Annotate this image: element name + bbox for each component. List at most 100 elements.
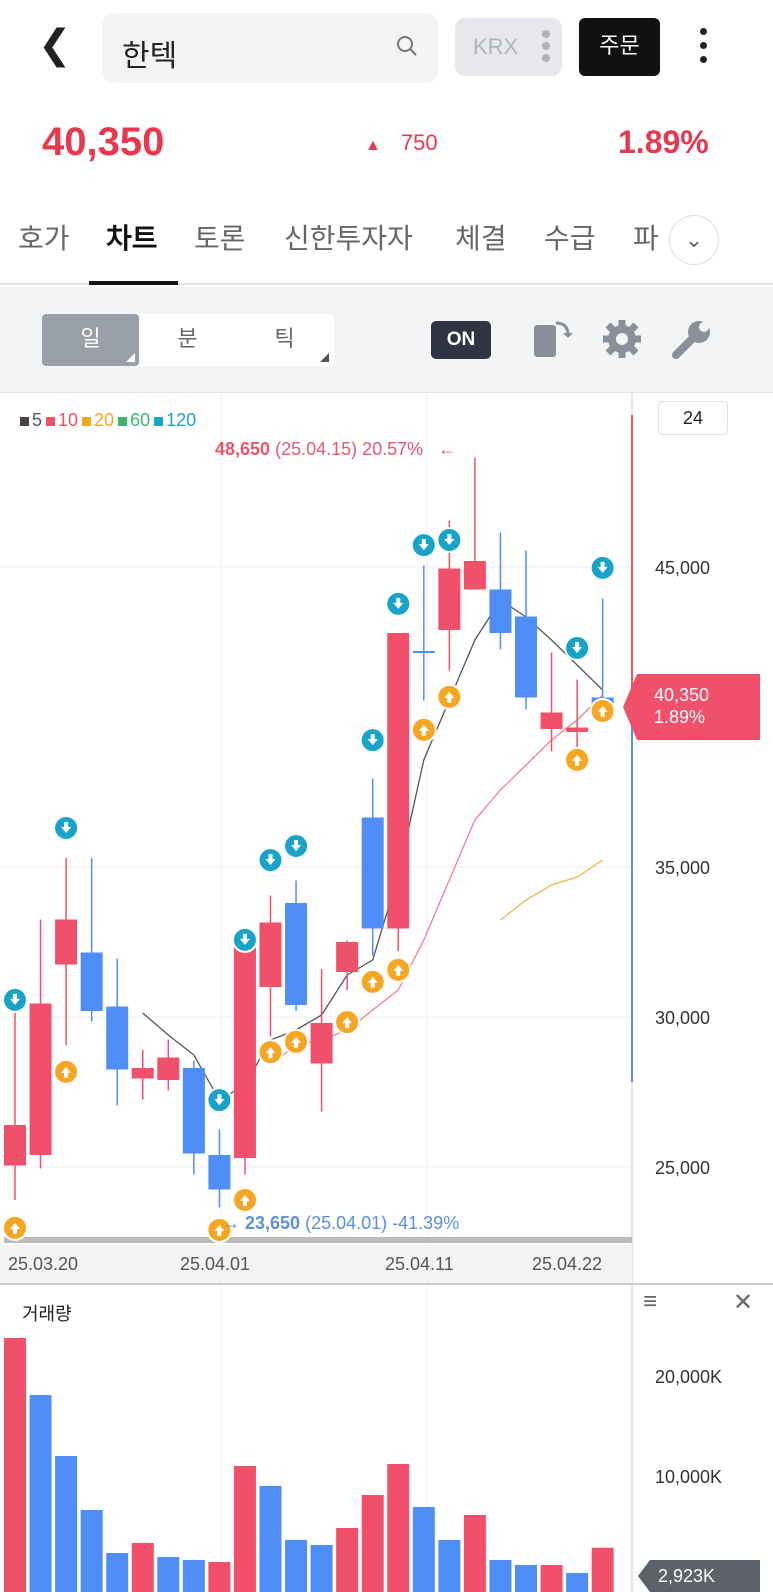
change-percent: 1.89% <box>618 124 709 160</box>
tab-supply[interactable]: 수급 <box>544 222 596 255</box>
buy-signal-arrow-icon <box>334 1009 361 1036</box>
rotate-screen-icon[interactable] <box>530 317 574 361</box>
candle-body <box>566 727 589 732</box>
y-axis-label: 35,000 <box>655 858 710 878</box>
volume-bar <box>591 1547 614 1592</box>
sell-signal-arrow-icon <box>2 986 28 1013</box>
y-axis-label: 45,000 <box>655 558 710 578</box>
candle-body <box>540 712 563 729</box>
tab-bar: 호가 차트 토론 신한투자자 체결 수급 파 <box>0 185 773 285</box>
volume-bar <box>566 1573 589 1592</box>
tab-hoga[interactable]: 호가 <box>18 222 70 255</box>
volume-axis-label: 20,000K <box>655 1367 723 1387</box>
volume-bar <box>106 1553 129 1592</box>
candle-body <box>387 633 410 929</box>
volume-bar <box>387 1464 410 1592</box>
ma20-line <box>500 859 604 921</box>
legend-ma-120: 120 <box>154 410 196 430</box>
candle-body <box>310 1023 333 1064</box>
sell-signal-arrow-icon <box>359 727 386 754</box>
volume-bar <box>310 1545 333 1592</box>
volume-axis-label: 10,000K <box>655 1467 723 1487</box>
settings-gear-icon[interactable] <box>600 317 644 361</box>
sell-signal-arrow-icon <box>564 635 591 661</box>
volume-bar <box>259 1486 282 1592</box>
menu-icon[interactable]: ≡ <box>643 1288 658 1315</box>
sell-signal-arrow-icon <box>410 532 437 559</box>
market-label: KRX <box>473 34 519 59</box>
candle-body <box>106 1006 129 1070</box>
candle-body <box>208 1155 231 1190</box>
tab-trades[interactable]: 체결 <box>455 222 507 255</box>
candle-count[interactable]: 24 <box>658 401 728 435</box>
sell-signal-arrow-icon <box>283 833 310 859</box>
tab-chart[interactable]: 차트 <box>106 222 158 255</box>
signal-toggle[interactable]: ON <box>431 321 491 359</box>
scrollbar <box>4 1237 632 1243</box>
y-axis-label: 25,000 <box>655 1158 710 1178</box>
price-change: ▲ 750 <box>365 130 438 156</box>
candle-body <box>233 945 256 1158</box>
buy-signal-arrow-icon <box>589 698 616 724</box>
volume-title: 거래량 <box>22 1304 72 1325</box>
stock-search-field[interactable]: 한텍 <box>102 13 438 83</box>
volume-bar <box>182 1560 205 1592</box>
candle-body <box>259 922 282 987</box>
buy-signal-arrow-icon <box>2 1214 28 1241</box>
sell-signal-arrow-icon <box>436 527 463 553</box>
change-value: 750 <box>400 130 438 155</box>
buy-signal-arrow-icon <box>231 1187 258 1213</box>
buy-signal-arrow-icon <box>385 956 412 983</box>
wrench-icon[interactable] <box>670 317 714 361</box>
tab-more-partial[interactable]: 파 <box>633 222 659 255</box>
header: ❮ 한텍 KRX 주문 <box>0 0 773 100</box>
close-icon[interactable]: ✕ <box>733 1289 754 1316</box>
volume-bar <box>540 1565 563 1592</box>
sell-signal-arrow-icon <box>231 926 258 953</box>
search-icon <box>397 36 417 56</box>
price-chart[interactable]: 45,000 35,000 30,000 25,000 <box>0 393 773 1592</box>
tab-shinhan-investor[interactable]: 신한투자자 <box>284 222 413 255</box>
volume-bar <box>361 1495 384 1592</box>
date-axis <box>0 1245 632 1283</box>
ma10-line <box>270 694 604 1066</box>
current-volume-marker: 2,923K <box>638 1560 760 1592</box>
current-price: 40,350 <box>42 120 165 164</box>
legend-ma-60: 60 <box>118 410 150 430</box>
ma-legend: 5 10 20 60 120 <box>20 410 200 431</box>
candle-body <box>515 616 537 698</box>
chevron-down-icon[interactable]: ⌄ <box>669 215 719 265</box>
period-minute[interactable]: 분 <box>177 327 198 352</box>
volume-bar <box>438 1540 461 1592</box>
buy-signal-arrow-icon <box>283 1028 310 1055</box>
buy-signal-arrow-icon <box>410 716 437 743</box>
volume-bar <box>463 1515 486 1592</box>
more-dots-icon <box>542 30 550 66</box>
sell-signal-arrow-icon <box>257 847 284 874</box>
sell-signal-arrow-icon <box>385 590 412 617</box>
buy-signal-arrow-icon <box>564 746 591 773</box>
candle-body <box>55 919 78 965</box>
stock-name: 한텍 <box>122 39 178 74</box>
buy-signal-arrow-icon <box>206 1217 233 1243</box>
volume-bar <box>233 1466 256 1592</box>
more-menu-icon[interactable] <box>700 28 712 70</box>
candle-body <box>361 817 384 929</box>
date-label: 25.04.11 <box>385 1254 454 1274</box>
volume-bar <box>131 1543 154 1592</box>
order-button[interactable]: 주문 <box>579 18 660 76</box>
candle-body <box>157 1057 180 1080</box>
back-arrow-icon[interactable]: ❮ <box>38 23 72 67</box>
period-tick[interactable]: 틱 <box>236 314 333 366</box>
candle-body <box>285 903 308 1005</box>
tab-discussion[interactable]: 토론 <box>194 222 246 255</box>
candle-body <box>412 651 435 653</box>
volume-bar <box>55 1456 78 1592</box>
period-day[interactable]: 일 <box>42 314 139 366</box>
candle-body <box>336 942 359 972</box>
volume-bar <box>80 1510 103 1592</box>
market-selector[interactable]: KRX <box>455 18 562 76</box>
volume-bar <box>285 1540 308 1592</box>
up-triangle-icon: ▲ <box>365 137 381 154</box>
candle-body <box>29 1003 52 1155</box>
